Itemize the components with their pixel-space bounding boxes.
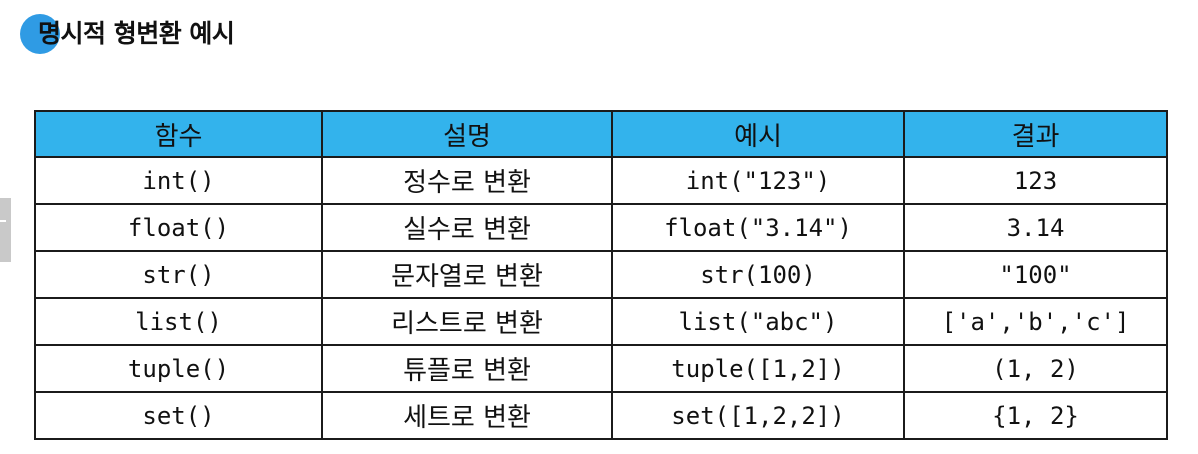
cell-description: 정수로 변환: [321, 156, 613, 205]
table-row: list() 리스트로 변환 list("abc") ['a','b','c']: [34, 297, 1168, 346]
cell-function: float(): [34, 203, 323, 252]
cell-description: 튜플로 변환: [321, 344, 613, 393]
table-row: set() 세트로 변환 set([1,2,2]) {1, 2}: [34, 391, 1168, 440]
side-tab-mark-icon: [0, 220, 6, 222]
table-row: float() 실수로 변환 float("3.14") 3.14: [34, 203, 1168, 252]
cell-description: 문자열로 변환: [321, 250, 613, 299]
column-header-example: 예시: [611, 110, 905, 158]
cell-result: 123: [903, 156, 1168, 205]
type-conversion-table: 함수 설명 예시 결과 int() 정수로 변환 int("123") 123 …: [34, 110, 1168, 440]
cell-example: str(100): [611, 250, 905, 299]
cell-function: set(): [34, 391, 323, 440]
cell-example: set([1,2,2]): [611, 391, 905, 440]
cell-function: list(): [34, 297, 323, 346]
cell-example: int("123"): [611, 156, 905, 205]
cell-description: 실수로 변환: [321, 203, 613, 252]
column-header-result: 결과: [903, 110, 1168, 158]
cell-result: "100": [903, 250, 1168, 299]
cell-result: (1, 2): [903, 344, 1168, 393]
section-heading: 명시적 형변환 예시: [20, 10, 235, 54]
cell-function: int(): [34, 156, 323, 205]
cell-function: tuple(): [34, 344, 323, 393]
cell-function: str(): [34, 250, 323, 299]
cell-description: 세트로 변환: [321, 391, 613, 440]
table-row: tuple() 튜플로 변환 tuple([1,2]) (1, 2): [34, 344, 1168, 393]
cell-result: 3.14: [903, 203, 1168, 252]
side-scroll-tab[interactable]: [0, 198, 11, 262]
page-title: 명시적 형변환 예시: [38, 19, 235, 48]
column-header-description: 설명: [321, 110, 613, 158]
table-header-row: 함수 설명 예시 결과: [34, 110, 1168, 158]
cell-example: float("3.14"): [611, 203, 905, 252]
heading-bullet-icon: [20, 14, 60, 54]
table-row: str() 문자열로 변환 str(100) "100": [34, 250, 1168, 299]
cell-result: ['a','b','c']: [903, 297, 1168, 346]
cell-description: 리스트로 변환: [321, 297, 613, 346]
cell-example: tuple([1,2]): [611, 344, 905, 393]
column-header-function: 함수: [34, 110, 323, 158]
cell-example: list("abc"): [611, 297, 905, 346]
cell-result: {1, 2}: [903, 391, 1168, 440]
table-row: int() 정수로 변환 int("123") 123: [34, 156, 1168, 205]
